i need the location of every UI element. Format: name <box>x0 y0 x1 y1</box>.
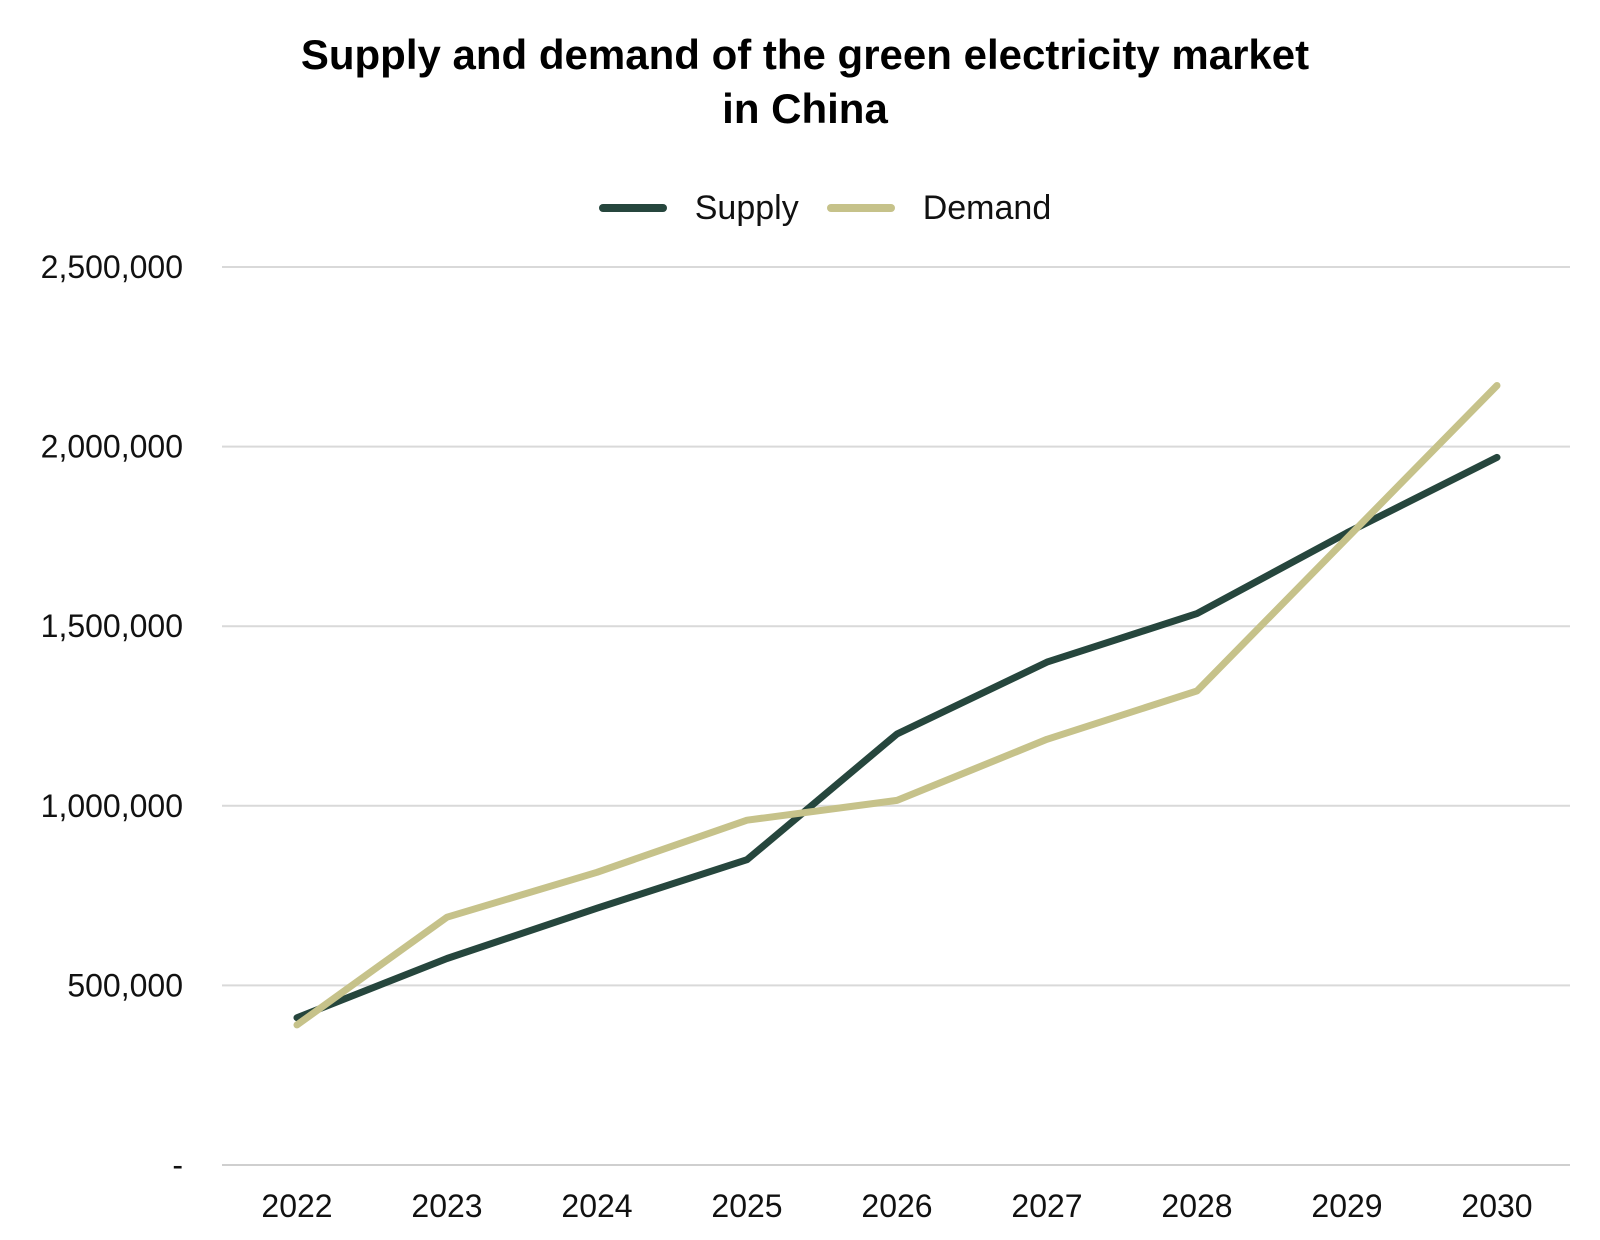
legend-swatch-demand <box>826 204 895 212</box>
y-tick-label: 2,000,000 <box>41 429 183 465</box>
x-tick-label: 2023 <box>411 1188 482 1224</box>
series-line-demand <box>293 382 1501 1029</box>
x-tick-label: 2022 <box>261 1188 332 1224</box>
legend-swatch-supply <box>598 204 667 212</box>
gridlines <box>222 266 1570 1166</box>
y-tick-label: 1,500,000 <box>41 608 183 644</box>
x-tick-label: 2026 <box>861 1188 932 1224</box>
chart-title-line-1: Supply and demand of the green electrici… <box>300 31 1310 78</box>
x-tick-label: 2027 <box>1011 1188 1082 1224</box>
legend-item-supply[interactable]: Supply <box>598 186 799 230</box>
legend-label-demand: Demand <box>922 188 1052 227</box>
legend-item-demand[interactable]: Demand <box>826 186 1052 230</box>
x-tick-label: 2025 <box>711 1188 782 1224</box>
series-lines <box>293 382 1501 1029</box>
legend-label-supply: Supply <box>694 188 799 227</box>
y-tick-label: - <box>172 1147 183 1183</box>
x-axis-tick-labels: 2022 2023 2024 2025 2026 2027 2028 2029 2030 <box>261 1188 1532 1224</box>
x-tick-label: 2030 <box>1461 1188 1532 1224</box>
x-tick-label: 2028 <box>1161 1188 1232 1224</box>
legend: Supply Demand <box>0 186 1600 230</box>
chart-title-line-2: in China <box>722 85 888 132</box>
series-line-supply <box>293 453 1501 1022</box>
x-tick-label: 2029 <box>1311 1188 1382 1224</box>
y-tick-label: 2,500,000 <box>41 249 183 285</box>
chart-title: Supply and demand of the green electrici… <box>230 28 1380 136</box>
y-tick-label: 1,000,000 <box>41 788 183 824</box>
x-tick-label: 2024 <box>561 1188 632 1224</box>
y-axis-tick-labels: - 500,000 1,000,000 1,500,000 2,000,000 2,500… <box>41 249 183 1183</box>
y-tick-label: 500,000 <box>67 967 183 1003</box>
